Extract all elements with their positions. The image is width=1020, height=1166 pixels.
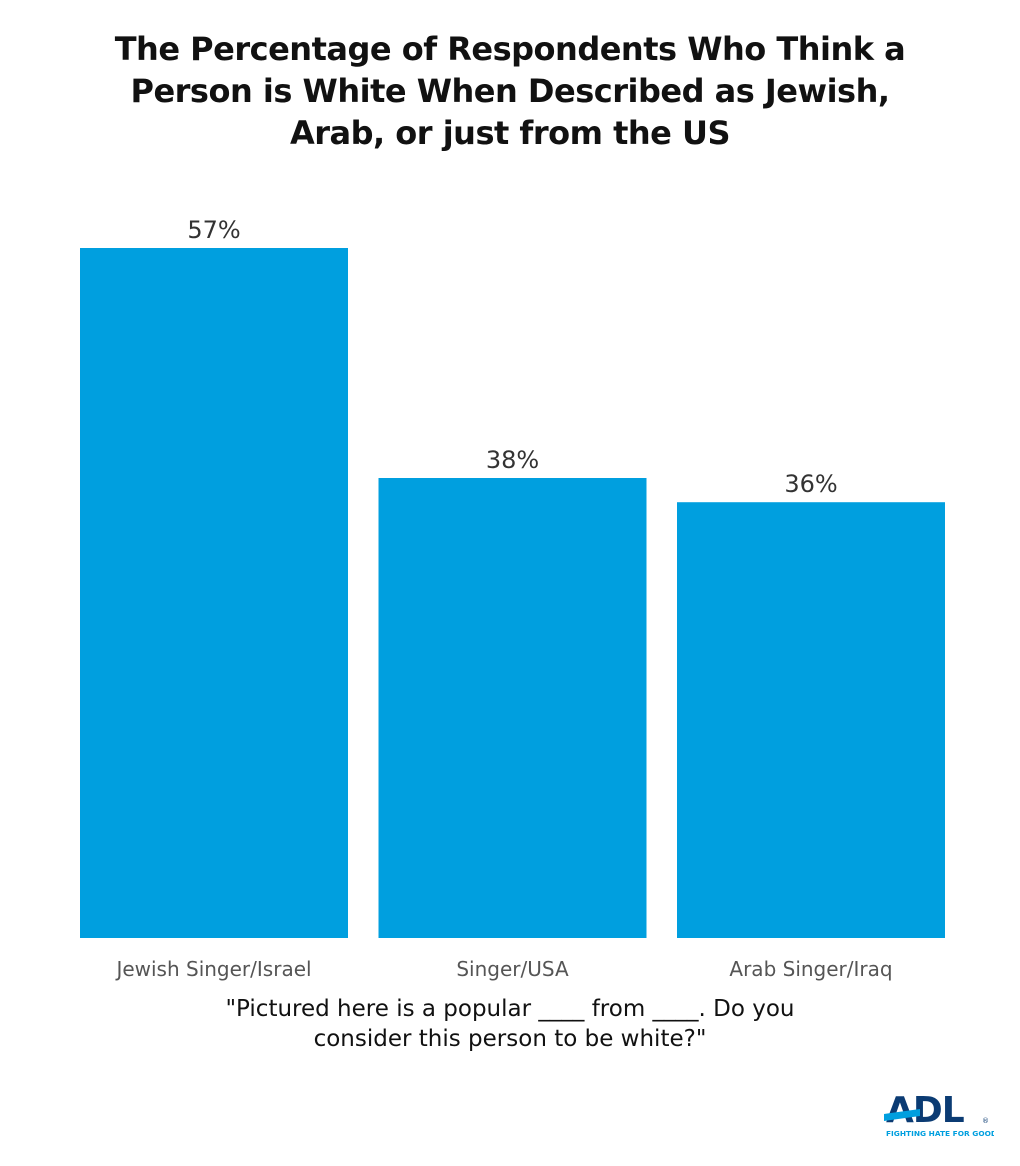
title-line: The Percentage of Respondents Who Think … — [114, 30, 906, 68]
caption-line: "Pictured here is a popular ____ from __… — [225, 996, 795, 1022]
caption-line: consider this person to be white?" — [313, 1026, 707, 1052]
svg-text:ADL: ADL — [886, 1090, 964, 1131]
category-label: Arab Singer/Iraq — [729, 957, 892, 981]
data-label: 57% — [187, 216, 240, 244]
data-label: 36% — [784, 470, 837, 498]
bar — [80, 248, 348, 938]
svg-text:FIGHTING HATE FOR GOOD: FIGHTING HATE FOR GOOD — [886, 1129, 994, 1138]
category-label: Jewish Singer/Israel — [114, 957, 311, 981]
title-line: Arab, or just from the US — [289, 114, 731, 152]
category-label: Singer/USA — [456, 957, 569, 981]
bar — [378, 478, 647, 938]
bar — [677, 502, 945, 938]
bar-chart: 57% Jewish Singer/Israel 38% Singer/USA 36% A… — [80, 216, 945, 981]
svg-text:®: ® — [982, 1117, 989, 1125]
chart-title: The Percentage of Respondents Who Think … — [0, 28, 1020, 154]
x-axis-caption: "Pictured here is a popular ____ from __… — [0, 994, 1020, 1054]
adl-logo: ADL ® FIGHTING HATE FOR GOOD — [884, 1090, 994, 1138]
title-line: Person is White When Described as Jewish… — [130, 72, 890, 110]
data-label: 38% — [486, 446, 539, 474]
